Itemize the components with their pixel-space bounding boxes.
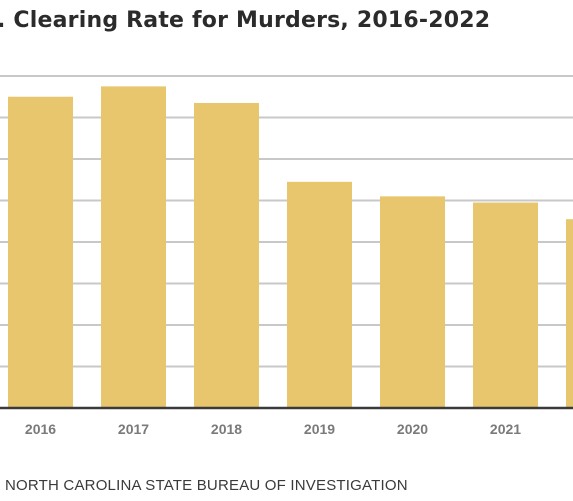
chart-title: . Clearing Rate for Murders, 2016-2022 — [0, 8, 491, 33]
bar-2019 — [287, 181, 352, 408]
x-tick-label-2018: 2018 — [211, 421, 242, 437]
bars — [8, 86, 573, 408]
x-tick-label-2016: 2016 — [25, 421, 56, 437]
bar-2022 — [566, 219, 573, 408]
bar-2017 — [101, 86, 166, 408]
bar-2016 — [8, 96, 73, 408]
x-tick-label-2020: 2020 — [397, 421, 428, 437]
x-tick-label-2019: 2019 — [304, 421, 335, 437]
bar-2018 — [194, 102, 259, 408]
x-tick-label-2017: 2017 — [118, 421, 149, 437]
x-tick-label-2021: 2021 — [490, 421, 521, 437]
bar-2021 — [473, 202, 538, 408]
x-tick-labels: 2016201720182019202020212022 — [25, 421, 521, 437]
gridlines — [0, 75, 573, 368]
source-note: NORTH CAROLINA STATE BUREAU OF INVESTIGA… — [5, 477, 408, 494]
bar-2020 — [380, 196, 445, 408]
